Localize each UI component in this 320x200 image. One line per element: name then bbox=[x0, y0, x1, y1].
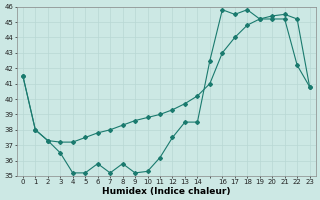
X-axis label: Humidex (Indice chaleur): Humidex (Indice chaleur) bbox=[102, 187, 230, 196]
